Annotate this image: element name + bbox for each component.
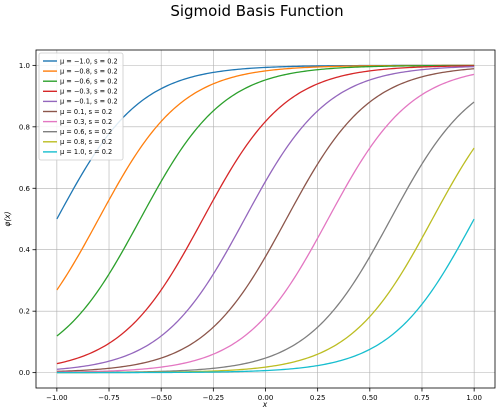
x-tick-label: −0.75 — [98, 394, 119, 402]
series-line-9 — [56, 218, 475, 374]
x-axis-label: x — [262, 400, 268, 409]
legend-label: μ = −0.3, s = 0.2 — [60, 88, 118, 96]
legend-label: μ = −0.6, s = 0.2 — [60, 78, 118, 86]
y-tick-label: 1.0 — [19, 62, 30, 70]
legend-label: μ = 0.6, s = 0.2 — [60, 128, 112, 136]
x-tick-label: 1.00 — [466, 394, 482, 402]
legend-label: μ = 0.8, s = 0.2 — [60, 138, 112, 146]
y-axis-label: φ(x) — [3, 211, 12, 226]
x-tick-label: 0.75 — [414, 394, 430, 402]
x-tick-label: 0.50 — [362, 394, 378, 402]
legend-label: μ = 0.3, s = 0.2 — [60, 118, 112, 126]
legend: μ = −1.0, s = 0.2 μ = −0.8, s = 0.2 μ = −0… — [38, 52, 124, 161]
chart-title: Sigmoid Basis Function — [170, 2, 343, 20]
legend-label: μ = 1.0, s = 0.2 — [60, 148, 112, 156]
legend-label: μ = −1.0, s = 0.2 — [60, 57, 118, 65]
series-line-3 — [56, 65, 475, 365]
grid — [36, 50, 495, 388]
axis-ticks: −1.00 −0.75 −0.50 −0.25 0.00 0.25 0.50 0.75 1.00… — [19, 62, 482, 402]
y-tick-label: 0.0 — [19, 369, 30, 377]
x-tick-label: −1.00 — [46, 394, 67, 402]
x-tick-label: −0.50 — [150, 394, 171, 402]
legend-label: μ = −0.1, s = 0.2 — [60, 98, 118, 106]
legend-box — [38, 52, 124, 161]
x-tick-label: 0.00 — [258, 394, 274, 402]
y-tick-label: 0.2 — [19, 308, 30, 316]
y-tick-label: 0.8 — [19, 123, 30, 131]
x-tick-label: −0.25 — [203, 394, 224, 402]
series-line-4 — [56, 65, 475, 370]
series-line-5 — [56, 68, 475, 373]
y-tick-label: 0.6 — [19, 185, 31, 193]
x-tick-label: 0.25 — [310, 394, 326, 402]
legend-label: μ = 0.1, s = 0.2 — [60, 108, 112, 116]
y-tick-label: 0.4 — [19, 246, 31, 254]
legend-label: μ = −0.8, s = 0.2 — [60, 67, 118, 75]
series-lines — [56, 64, 475, 374]
series-line-6 — [56, 73, 475, 373]
series-line-2 — [56, 64, 475, 337]
